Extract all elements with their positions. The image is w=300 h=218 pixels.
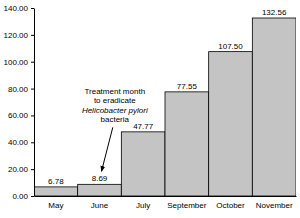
bar bbox=[209, 52, 253, 196]
annotation-line: to eradicate bbox=[94, 96, 136, 105]
y-tick-mark bbox=[31, 169, 34, 170]
annotation-arrow bbox=[102, 127, 113, 171]
x-tick-label: May bbox=[48, 201, 63, 210]
y-tick-label: 60.00 bbox=[8, 111, 29, 120]
bar bbox=[165, 92, 209, 196]
data-label: 132.56 bbox=[262, 8, 287, 17]
y-tick: 120.00 bbox=[4, 31, 34, 40]
x-axis: May June July September October November bbox=[35, 196, 297, 210]
annotation: Treatment monthto eradicateHelicobacter … bbox=[82, 87, 148, 171]
bar bbox=[34, 187, 78, 196]
y-axis: 0.00 20.00 40.00 60.00 80.00 100.00 120.00 140.… bbox=[4, 4, 35, 201]
annotation-text: Treatment monthto eradicateHelicobacter … bbox=[82, 87, 148, 125]
y-tick-label: 20.00 bbox=[8, 165, 29, 174]
x-tick-label: November bbox=[256, 201, 293, 210]
x-tick: June bbox=[91, 196, 109, 210]
annotation-line: bacteria bbox=[101, 115, 130, 124]
y-tick-label: 140.00 bbox=[4, 4, 29, 13]
y-tick: 80.00 bbox=[8, 85, 34, 94]
x-tick-label: June bbox=[91, 201, 109, 210]
x-tick-label: September bbox=[167, 201, 206, 210]
y-tick-mark bbox=[31, 8, 34, 9]
y-tick-label: 80.00 bbox=[8, 85, 29, 94]
y-axis-line bbox=[34, 9, 35, 197]
data-label: 6.78 bbox=[48, 177, 64, 186]
y-tick-mark bbox=[31, 62, 34, 63]
data-labels: 6.78 8.69 47.77 77.55 107.50 132.56 bbox=[48, 8, 287, 186]
bar bbox=[121, 132, 165, 196]
x-tick: November bbox=[256, 196, 293, 210]
y-tick-label: 120.00 bbox=[4, 31, 29, 40]
bars bbox=[34, 18, 296, 196]
y-tick-label: 0.00 bbox=[12, 192, 28, 201]
annotation-line: Helicobacter pylori bbox=[82, 106, 148, 115]
x-tick: July bbox=[136, 196, 150, 210]
x-tick: May bbox=[48, 196, 63, 210]
annotation-line: Treatment month bbox=[84, 87, 145, 96]
data-label: 47.77 bbox=[133, 122, 154, 131]
data-label: 77.55 bbox=[177, 82, 198, 91]
x-tick-label: July bbox=[136, 201, 150, 210]
y-tick: 100.00 bbox=[4, 58, 34, 67]
plot: 0.00 20.00 40.00 60.00 80.00 100.00 120.00 140.… bbox=[4, 4, 297, 210]
y-tick-label: 100.00 bbox=[4, 58, 29, 67]
chart: 0.00 20.00 40.00 60.00 80.00 100.00 120.00 140.… bbox=[0, 0, 300, 218]
y-tick: 20.00 bbox=[8, 165, 34, 174]
x-tick: October bbox=[216, 196, 245, 210]
data-label: 8.69 bbox=[92, 174, 108, 183]
x-axis-line bbox=[35, 196, 297, 197]
y-tick-mark bbox=[31, 196, 34, 197]
y-tick: 60.00 bbox=[8, 111, 34, 120]
x-tick: September bbox=[167, 196, 206, 210]
x-tick-label: October bbox=[216, 201, 245, 210]
y-tick: 40.00 bbox=[8, 138, 34, 147]
bar bbox=[252, 18, 296, 196]
y-tick: 140.00 bbox=[4, 4, 34, 13]
y-tick: 0.00 bbox=[12, 192, 34, 201]
y-tick-mark bbox=[31, 142, 34, 143]
bar bbox=[78, 184, 122, 196]
y-tick-mark bbox=[31, 115, 34, 116]
y-tick-mark bbox=[31, 89, 34, 90]
y-tick-mark bbox=[31, 35, 34, 36]
data-label: 107.50 bbox=[218, 42, 243, 51]
y-tick-label: 40.00 bbox=[8, 138, 29, 147]
